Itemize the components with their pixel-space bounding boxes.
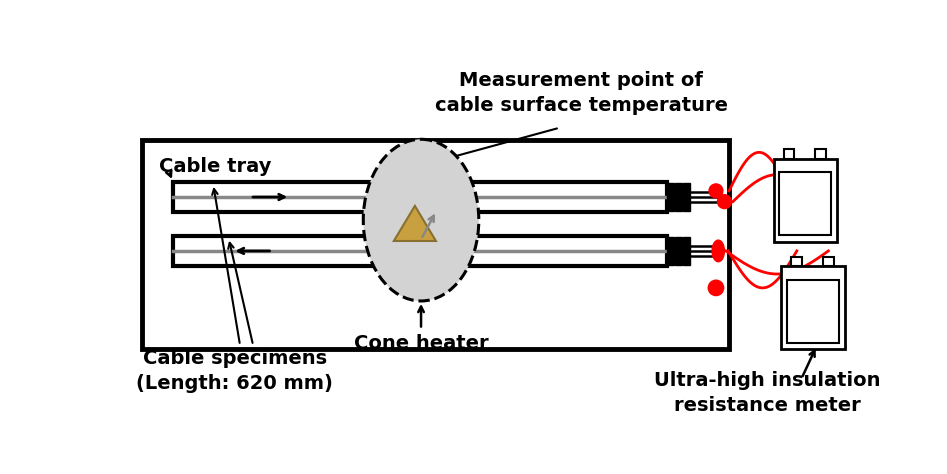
Text: Ultra-high insulation
resistance meter: Ultra-high insulation resistance meter [654, 371, 881, 415]
FancyBboxPatch shape [173, 182, 668, 212]
Circle shape [708, 280, 724, 296]
FancyBboxPatch shape [668, 237, 674, 265]
FancyBboxPatch shape [815, 149, 826, 158]
FancyBboxPatch shape [668, 183, 674, 211]
FancyBboxPatch shape [142, 140, 729, 349]
FancyBboxPatch shape [683, 237, 689, 265]
Circle shape [718, 195, 731, 209]
Text: Cable specimens
(Length: 620 mm): Cable specimens (Length: 620 mm) [136, 349, 333, 393]
FancyBboxPatch shape [173, 236, 668, 266]
Text: Cone heater: Cone heater [354, 334, 489, 353]
FancyBboxPatch shape [787, 280, 839, 343]
Ellipse shape [364, 139, 479, 301]
FancyBboxPatch shape [779, 173, 831, 235]
FancyBboxPatch shape [784, 149, 795, 158]
FancyBboxPatch shape [675, 237, 682, 265]
Text: Measurement point of
cable surface temperature: Measurement point of cable surface tempe… [435, 71, 727, 115]
FancyBboxPatch shape [781, 266, 845, 349]
FancyBboxPatch shape [823, 257, 833, 266]
Text: Cable tray: Cable tray [159, 157, 272, 176]
FancyBboxPatch shape [792, 257, 802, 266]
FancyBboxPatch shape [683, 183, 689, 211]
Circle shape [709, 184, 723, 198]
FancyBboxPatch shape [774, 158, 837, 242]
FancyBboxPatch shape [675, 183, 682, 211]
Ellipse shape [712, 240, 724, 262]
Polygon shape [394, 206, 436, 241]
